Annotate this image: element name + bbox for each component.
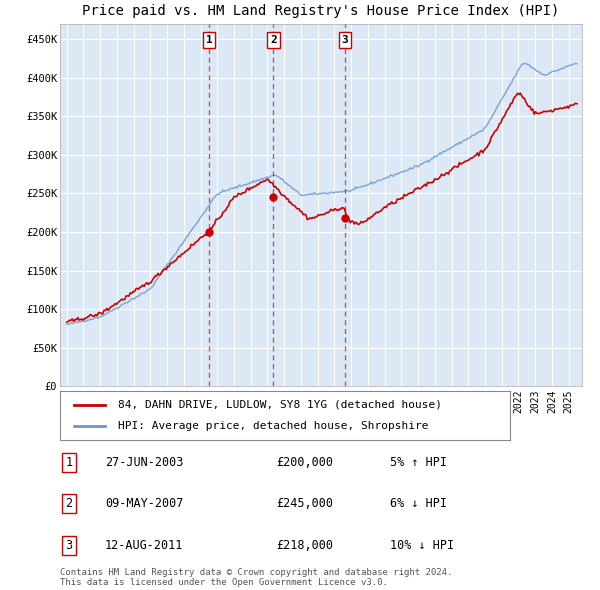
Text: 3: 3 xyxy=(65,539,73,552)
Text: 10% ↓ HPI: 10% ↓ HPI xyxy=(390,539,454,552)
Text: £218,000: £218,000 xyxy=(276,539,333,552)
Text: Contains HM Land Registry data © Crown copyright and database right 2024.
This d: Contains HM Land Registry data © Crown c… xyxy=(60,568,452,587)
Text: 3: 3 xyxy=(341,35,348,45)
Text: £245,000: £245,000 xyxy=(276,497,333,510)
Text: 09-MAY-2007: 09-MAY-2007 xyxy=(105,497,184,510)
Text: 1: 1 xyxy=(206,35,212,45)
Text: 84, DAHN DRIVE, LUDLOW, SY8 1YG (detached house): 84, DAHN DRIVE, LUDLOW, SY8 1YG (detache… xyxy=(119,399,443,409)
Text: 2: 2 xyxy=(270,35,277,45)
Text: £200,000: £200,000 xyxy=(276,456,333,469)
Text: HPI: Average price, detached house, Shropshire: HPI: Average price, detached house, Shro… xyxy=(119,421,429,431)
Text: 12-AUG-2011: 12-AUG-2011 xyxy=(105,539,184,552)
Text: 2: 2 xyxy=(65,497,73,510)
Text: 27-JUN-2003: 27-JUN-2003 xyxy=(105,456,184,469)
Text: 5% ↑ HPI: 5% ↑ HPI xyxy=(390,456,447,469)
Text: 6% ↓ HPI: 6% ↓ HPI xyxy=(390,497,447,510)
Text: 1: 1 xyxy=(65,456,73,469)
Title: 84, DAHN DRIVE, LUDLOW, SY8 1YG
Price paid vs. HM Land Registry's House Price In: 84, DAHN DRIVE, LUDLOW, SY8 1YG Price pa… xyxy=(82,0,560,18)
